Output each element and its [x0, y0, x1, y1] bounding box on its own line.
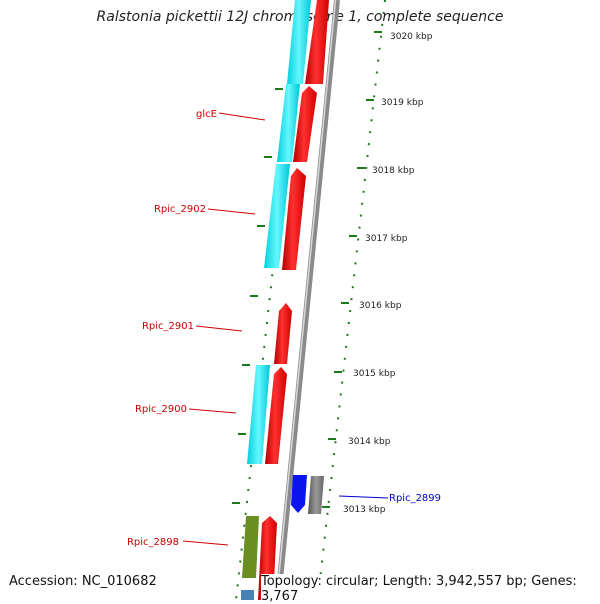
tick-label: 3019 kbp [381, 98, 424, 108]
tick-label: 3014 kbp [348, 437, 391, 447]
label-leaders [182, 112, 389, 546]
blast-hit-track [247, 0, 311, 464]
reverse-gene-arrow [291, 475, 307, 513]
gene-label-rpic-2898: Rpic_2898 [127, 537, 179, 548]
tick-label: 3017 kbp [365, 234, 408, 244]
blast-hit-block [277, 84, 300, 162]
cds-arrow [265, 367, 287, 464]
gene-label-rpic-2900: Rpic_2900 [135, 404, 187, 415]
other-gene-block [242, 516, 259, 578]
blast-hit-block [264, 164, 290, 268]
outer-ring-ticks [322, 31, 382, 508]
accession-text: Accession: NC_010682 [9, 574, 157, 589]
tick-label: 3020 kbp [390, 32, 433, 42]
gene-label-rpic-2901: Rpic_2901 [142, 321, 194, 332]
inner-dotted-ring [235, 0, 304, 600]
genome-summary-text: Topology: circular; Length: 3,942,557 bp… [261, 574, 600, 604]
tick-label: 3013 kbp [343, 505, 386, 515]
tick-label: 3016 kbp [359, 301, 402, 311]
outer-dotted-ring [319, 0, 386, 581]
cds-arrow [274, 303, 292, 364]
cds-arrow [305, 0, 329, 84]
cds-arrow [282, 168, 306, 270]
cds-arrow [293, 86, 317, 162]
blast-hit-block [287, 0, 311, 84]
blast-hit-block [247, 365, 270, 464]
inner-ring-ticks [232, 88, 283, 504]
tick-label: 3018 kbp [372, 166, 415, 176]
gene-label-glcE: glcE [196, 109, 217, 120]
gene-label-rpic-2902: Rpic_2902 [154, 204, 206, 215]
chromosome-backbone [275, 0, 340, 600]
other-gene-block [241, 590, 254, 600]
pseudo-gene-block [308, 476, 324, 514]
tick-label: 3015 kbp [353, 369, 396, 379]
gene-label-rpic-2899: Rpic_2899 [389, 493, 441, 504]
